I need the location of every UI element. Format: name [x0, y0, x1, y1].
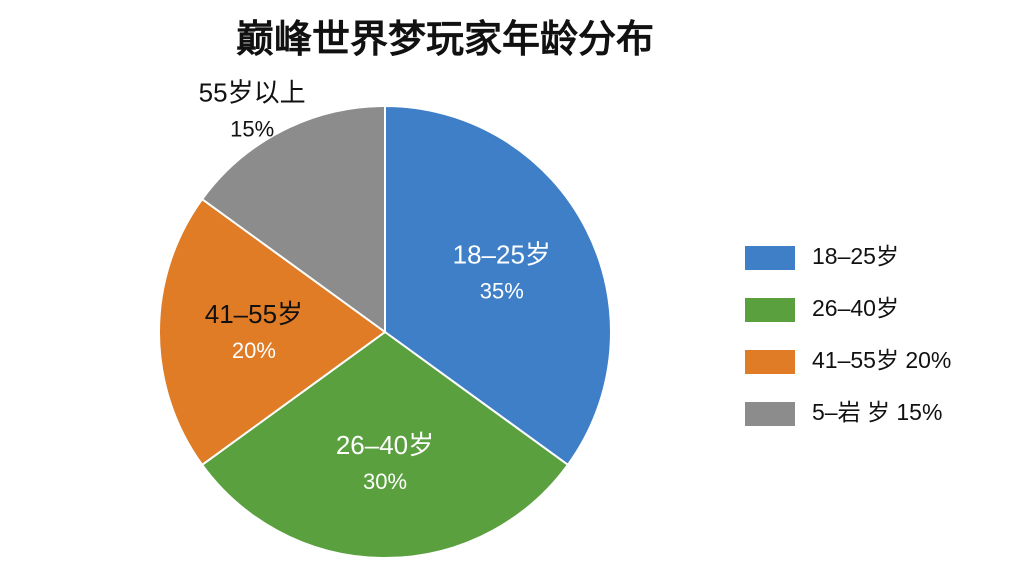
legend-swatch: [745, 350, 795, 374]
slice-value-label: 35%: [480, 278, 524, 303]
legend-swatch: [745, 402, 795, 426]
slice-label: 18–25岁: [453, 239, 551, 269]
slice-value-label: 30%: [363, 469, 407, 494]
pie-slice: [200, 330, 570, 559]
legend-swatch: [745, 298, 795, 322]
legend-label: 41–55岁 20%: [812, 347, 951, 373]
chart-title: 巅峰世界梦玩家年龄分布: [236, 19, 654, 61]
legend-label: 18–25岁: [812, 243, 899, 269]
slice-label: 55岁以上: [199, 77, 306, 107]
legend-swatch: [745, 246, 795, 270]
legend-label: 5–岩 岁 15%: [812, 399, 942, 425]
slice-label: 41–55岁: [205, 299, 303, 329]
pie-slice: [384, 104, 612, 467]
pie-slice: [158, 197, 387, 467]
pie-slice: [200, 104, 386, 334]
slice-value-label: 20%: [232, 338, 276, 363]
slice-label: 26–40岁: [336, 430, 434, 460]
slice-value-label: 15%: [230, 116, 274, 141]
legend-label: 26–40岁: [812, 295, 899, 321]
